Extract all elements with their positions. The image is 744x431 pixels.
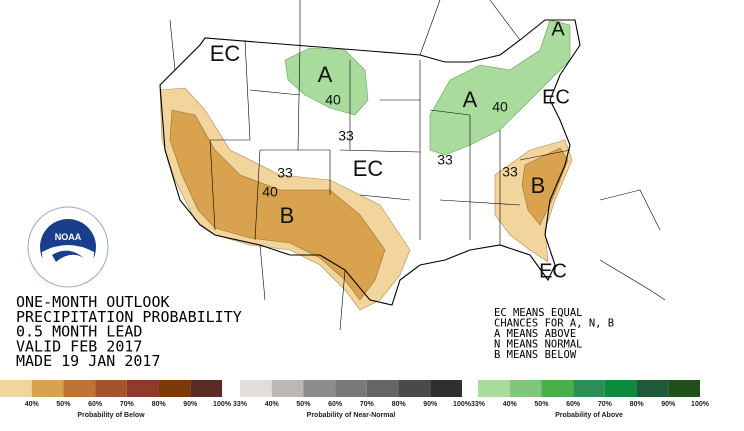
legend-tick-label: 60%	[566, 401, 581, 408]
legend-swatch	[63, 380, 96, 397]
legend-tick-label: 80%	[152, 401, 167, 408]
above-plains-region	[284, 47, 369, 116]
legend-swatch	[0, 380, 32, 397]
legend-tick-label: 100%	[213, 401, 232, 408]
legend-swatch	[541, 380, 574, 397]
legend-title: Probability of Near-Normal	[307, 412, 396, 419]
title-line: MADE 19 JAN 2017	[16, 352, 161, 370]
legend-tick-label: 33%	[233, 401, 248, 408]
legend-swatch	[509, 380, 542, 397]
legend-swatch	[271, 380, 304, 397]
map-label: A	[551, 18, 565, 40]
legend-tick-label: 60%	[328, 401, 343, 408]
legend-title: Probability of Below	[77, 412, 145, 419]
legend-swatch	[668, 380, 700, 397]
title-line: VALID FEB 2017	[16, 337, 142, 355]
map-label: EC	[539, 260, 567, 282]
map-label: 33	[437, 152, 453, 168]
legend-tick-label: 40%	[503, 401, 518, 408]
legend-swatch	[478, 380, 510, 397]
legend-swatch	[31, 380, 64, 397]
legend-tick-label: 50%	[296, 401, 311, 408]
key-line: EC MEANS EQUAL	[494, 307, 583, 319]
noaa-logo: NOAA	[27, 206, 109, 288]
legend-tick-label: 90%	[183, 401, 198, 408]
below-se-40-region	[521, 147, 569, 226]
title-line: PRECIPITATION PROBABILITY	[16, 308, 242, 326]
map-label: 33	[502, 164, 518, 180]
map-label: B	[280, 203, 295, 228]
title-line: 0.5 MONTH LEAD	[16, 323, 142, 341]
legend-tick-label: 90%	[423, 401, 438, 408]
logo-text: NOAA	[55, 232, 82, 242]
legend-tick-label: 50%	[534, 401, 549, 408]
us-outline	[159, 19, 581, 306]
map	[159, 0, 666, 331]
legend-tick-label: 100%	[691, 401, 710, 408]
legend-swatch	[126, 380, 159, 397]
legend-tick-label: 100%	[453, 401, 472, 408]
legend-tick-label: 80%	[392, 401, 407, 408]
legend-swatch	[430, 380, 462, 397]
map-label: 40	[262, 184, 278, 200]
map-label: 40	[492, 99, 508, 115]
legend-tick-label: 50%	[56, 401, 71, 408]
legend-swatch	[398, 380, 431, 397]
legend-swatch	[240, 380, 272, 397]
map-label: 33	[277, 165, 293, 181]
key-line: A MEANS ABOVE	[494, 328, 576, 340]
legend-tick-label: 90%	[661, 401, 676, 408]
map-label: A	[318, 62, 333, 87]
legend-swatch	[636, 380, 669, 397]
legend-tick-label: 70%	[360, 401, 375, 408]
legends: % 40% 50% 60% 70% 80% 90% 100% Probability of Be…	[0, 380, 710, 419]
key-line: N MEANS NORMAL	[494, 339, 583, 351]
legend-swatch	[335, 380, 367, 397]
map-label: 40	[325, 92, 341, 108]
map-label: EC	[210, 41, 241, 66]
legend-tick-label: 40%	[265, 401, 280, 408]
legend-swatch	[604, 380, 637, 397]
canada-mexico-lines	[169, 0, 666, 331]
map-label: B	[531, 173, 546, 198]
legend-swatch	[573, 380, 605, 397]
state-lines	[209, 39, 571, 245]
map-label: 33	[338, 128, 354, 144]
legend-swatch	[95, 380, 127, 397]
map-label: EC	[542, 86, 570, 108]
legend-swatch	[366, 380, 399, 397]
legend-tick-label: 40%	[25, 401, 40, 408]
legend-swatch	[158, 380, 191, 397]
title-line: ONE-MONTH OUTLOOK	[16, 293, 170, 311]
key-line: CHANCES FOR A, N, B	[494, 318, 614, 330]
key-line: B MEANS BELOW	[494, 349, 577, 361]
legend-tick-label: 70%	[598, 401, 613, 408]
legend-title: Probability of Above	[555, 412, 623, 419]
legend-tick-label: 80%	[630, 401, 645, 408]
below-40-region	[169, 109, 386, 301]
map-label: EC	[353, 156, 384, 181]
legend-tick-label: %	[0, 401, 1, 408]
legend-tick-label: 60%	[88, 401, 103, 408]
legend-tick-label: 70%	[120, 401, 135, 408]
legend-tick-label: 33%	[471, 401, 486, 408]
legend-swatch	[303, 380, 336, 397]
legend-swatch	[190, 380, 222, 397]
map-label: A	[463, 87, 478, 112]
